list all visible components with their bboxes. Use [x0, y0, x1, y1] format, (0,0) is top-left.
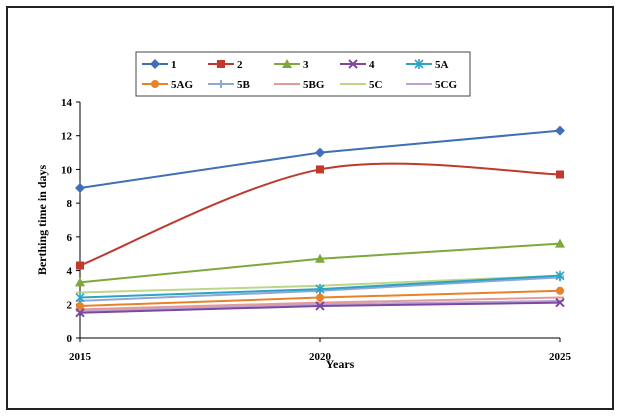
y-tick-label: 0	[67, 333, 73, 345]
data-point	[75, 292, 85, 303]
y-tick-label: 12	[61, 131, 73, 143]
legend-item-5c: 5C	[340, 79, 383, 91]
legend-item-5b: 5B	[208, 79, 251, 91]
legend-label: 5C	[369, 79, 383, 91]
series-line	[79, 242, 561, 284]
data-point	[556, 170, 564, 179]
y-axis-title: Berthing time in days	[35, 165, 49, 276]
data-point	[555, 297, 565, 308]
data-point	[315, 301, 325, 311]
legend-item-4: 4	[340, 59, 375, 71]
series-5ag	[76, 286, 564, 310]
legend-label: 5A	[435, 59, 449, 71]
legend-label: 1	[171, 59, 177, 71]
data-point	[76, 301, 84, 310]
data-point	[555, 125, 565, 136]
series-1	[75, 125, 565, 193]
series-3	[75, 238, 565, 287]
x-tick-label: 2020	[309, 351, 332, 363]
data-point	[75, 182, 85, 193]
data-point	[315, 284, 325, 295]
legend-label: 5B	[237, 79, 251, 91]
data-point	[315, 253, 325, 263]
legend-label: 5AG	[171, 79, 193, 91]
legend-swatch-marker	[217, 60, 225, 68]
series-5a	[75, 270, 565, 303]
legend-label: 5CG	[435, 79, 457, 91]
data-point	[555, 238, 565, 248]
data-point	[75, 308, 85, 318]
legend-box	[135, 51, 471, 97]
y-tick-label: 4	[67, 266, 73, 278]
legend-item-2: 2	[208, 59, 243, 71]
legend-item-5a: 5A	[406, 59, 449, 71]
data-point	[555, 270, 565, 281]
legend-label: 4	[369, 59, 375, 71]
data-point	[315, 147, 325, 158]
legend-item-5cg: 5CG	[406, 79, 457, 91]
series-2	[76, 162, 564, 270]
y-tick-label: 14	[61, 97, 73, 109]
legend-item-5bg: 5BG	[274, 79, 325, 91]
x-tick-label: 2025	[549, 351, 572, 363]
legend-label: 2	[237, 59, 243, 71]
legend-item-3: 3	[274, 59, 309, 71]
series-4	[75, 297, 565, 318]
data-point	[316, 293, 324, 302]
data-point	[316, 165, 324, 174]
series-line	[79, 129, 561, 189]
legend-swatch-marker	[348, 59, 358, 69]
series-line	[79, 162, 561, 267]
y-tick-label: 10	[61, 164, 73, 176]
y-tick-label: 8	[67, 198, 73, 210]
legend-swatch-marker	[414, 59, 424, 69]
legend-label: 5BG	[303, 79, 325, 91]
legend-label: 3	[303, 59, 309, 71]
data-point	[76, 261, 84, 270]
data-point	[556, 286, 564, 295]
legend-swatch-marker	[282, 59, 292, 68]
legend: 1 2 3 4 5A 5AG 5B 5BG 5C 5CG	[135, 51, 471, 97]
y-tick-label: 2	[67, 299, 73, 311]
legend-item-1: 1	[142, 59, 177, 71]
x-axis-title: Years	[326, 357, 355, 371]
y-tick-label: 6	[67, 232, 73, 244]
legend-swatch-marker	[217, 80, 225, 88]
legend-swatch-marker	[151, 80, 159, 88]
data-point	[75, 277, 85, 287]
x-tick-label: 2015	[69, 351, 92, 363]
legend-item-5ag: 5AG	[142, 79, 193, 91]
legend-swatch-marker	[150, 59, 160, 69]
